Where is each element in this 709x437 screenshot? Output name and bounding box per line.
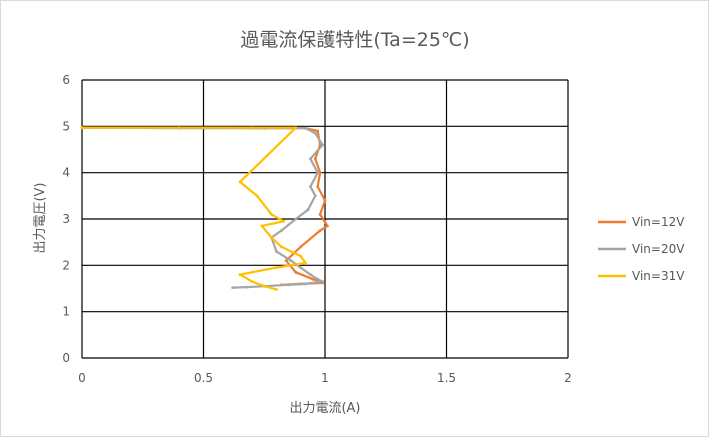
legend-label: Vin=31V bbox=[632, 269, 685, 283]
chart-title: 過電流保護特性(Ta=25℃) bbox=[240, 29, 469, 51]
data-point bbox=[282, 219, 286, 223]
y-tick-label: 0 bbox=[62, 351, 70, 365]
data-point bbox=[318, 229, 322, 233]
data-point bbox=[279, 229, 283, 233]
data-point bbox=[80, 126, 84, 130]
y-tick-label: 4 bbox=[62, 166, 70, 180]
data-point bbox=[316, 129, 320, 133]
data-point bbox=[321, 143, 324, 147]
data-point bbox=[275, 266, 278, 269]
data-point bbox=[309, 185, 312, 189]
data-point bbox=[326, 224, 329, 228]
data-point bbox=[316, 185, 320, 189]
data-point bbox=[323, 199, 327, 202]
data-point bbox=[231, 286, 235, 289]
legend-label: Vin=12V bbox=[632, 215, 685, 229]
data-point bbox=[262, 284, 266, 288]
data-point bbox=[313, 131, 317, 135]
data-point bbox=[238, 273, 242, 276]
series-line-2 bbox=[81, 126, 324, 289]
data-point bbox=[313, 194, 317, 198]
x-axis-label: 出力電流(A) bbox=[289, 401, 360, 416]
data-point bbox=[299, 245, 303, 249]
data-point bbox=[255, 194, 259, 198]
x-tick-label: 1 bbox=[321, 371, 329, 385]
grid bbox=[81, 79, 569, 359]
data-point bbox=[275, 250, 278, 253]
data-point bbox=[311, 277, 315, 281]
x-tick-label: 1.5 bbox=[437, 371, 456, 385]
data-point bbox=[316, 171, 320, 175]
data-point bbox=[304, 282, 307, 286]
data-point bbox=[238, 180, 242, 184]
y-tick-label: 2 bbox=[62, 258, 70, 272]
data-point bbox=[250, 280, 254, 283]
data-point bbox=[245, 285, 249, 289]
x-tick-label: 2 bbox=[564, 371, 572, 385]
y-tick-label: 3 bbox=[62, 212, 70, 226]
data-point bbox=[304, 261, 307, 265]
data-point bbox=[304, 126, 307, 130]
data-point bbox=[270, 213, 273, 216]
data-point bbox=[270, 236, 273, 239]
legend-label: Vin=20V bbox=[632, 242, 685, 256]
y-tick-label: 6 bbox=[62, 73, 70, 87]
data-point bbox=[318, 171, 322, 175]
data-point bbox=[294, 217, 298, 221]
data-point bbox=[294, 126, 298, 130]
y-tick-label: 1 bbox=[62, 305, 70, 319]
x-tick-label: 0 bbox=[78, 371, 86, 385]
data-point bbox=[309, 157, 312, 161]
data-point bbox=[299, 254, 303, 258]
series-group bbox=[80, 126, 329, 291]
data-point bbox=[284, 259, 288, 263]
data-point bbox=[309, 273, 312, 276]
data-point bbox=[279, 245, 283, 249]
tick-labels: 0 0.5 1 1.5 2 0 1 2 3 4 5 6 bbox=[62, 73, 571, 385]
y-tick-label: 5 bbox=[62, 119, 70, 133]
legend: Vin=12V Vin=20V Vin=31V bbox=[598, 215, 685, 283]
data-point bbox=[313, 157, 317, 161]
data-point bbox=[316, 277, 320, 281]
data-point bbox=[275, 288, 278, 291]
data-point bbox=[318, 213, 322, 216]
y-axis-label: 出力電圧(V) bbox=[33, 182, 48, 253]
data-point bbox=[294, 270, 298, 274]
data-point bbox=[321, 280, 324, 283]
data-point bbox=[260, 224, 264, 228]
data-point bbox=[250, 270, 254, 274]
data-point bbox=[250, 126, 254, 130]
data-point bbox=[306, 208, 310, 212]
data-point bbox=[299, 266, 303, 269]
data-point bbox=[289, 259, 293, 263]
data-point bbox=[287, 283, 290, 287]
x-tick-label: 0.5 bbox=[194, 371, 213, 385]
data-point bbox=[177, 126, 181, 130]
